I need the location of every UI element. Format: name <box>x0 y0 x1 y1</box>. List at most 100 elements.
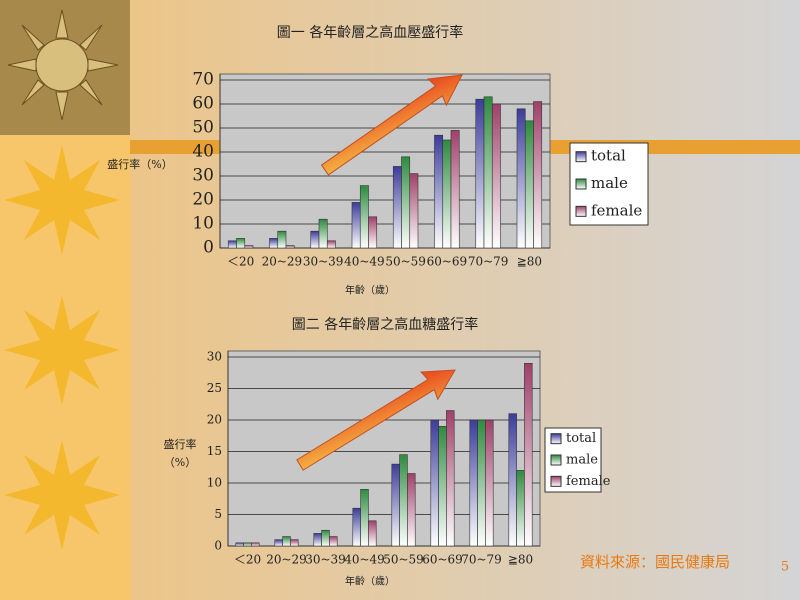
bar <box>483 96 493 249</box>
x-tick-label: 70~79 <box>461 553 502 567</box>
bar <box>318 218 328 249</box>
y-axis-label: （%） <box>164 456 196 469</box>
bar <box>277 230 287 249</box>
x-axis-label: 年齡（歲） <box>345 575 395 588</box>
chart-title: 圖一 各年齡層之高血壓盛行率 <box>277 24 463 41</box>
bar <box>491 103 501 249</box>
legend-label: male <box>566 453 598 468</box>
y-tick-label: 15 <box>207 444 222 458</box>
x-tick-label: ＜20 <box>227 255 254 269</box>
bar <box>235 542 244 547</box>
bar <box>321 529 330 547</box>
bar <box>450 130 460 249</box>
x-tick-label: 60~69 <box>427 255 468 269</box>
x-tick-label: 50~59 <box>383 553 424 567</box>
y-tick-label: 25 <box>207 381 222 395</box>
x-tick-label: 30~39 <box>305 553 346 567</box>
bar <box>368 520 377 547</box>
y-axis-label: 盛行率 <box>164 437 197 451</box>
bar <box>533 101 543 249</box>
legend-swatch <box>575 205 587 217</box>
x-tick-label: ≧80 <box>508 553 533 567</box>
bar <box>368 216 378 249</box>
page-number: 5 <box>781 560 789 575</box>
bar <box>485 419 494 547</box>
sun-decorations <box>4 145 120 550</box>
y-tick-label: 30 <box>192 166 214 186</box>
legend-label: female <box>591 201 642 219</box>
sun-face <box>7 9 119 121</box>
x-tick-label: 40~49 <box>344 255 385 269</box>
bar <box>282 536 291 547</box>
legend-swatch <box>550 454 562 466</box>
bar <box>251 542 260 547</box>
bar <box>360 488 369 547</box>
y-tick-label: 50 <box>192 118 214 138</box>
x-tick-label: 60~69 <box>422 553 463 567</box>
bar <box>475 98 485 249</box>
y-axis-label: 盛行率（%） <box>107 157 172 171</box>
y-tick-label: 40 <box>192 142 214 162</box>
bar <box>244 245 254 249</box>
y-tick-label: 0 <box>203 238 214 258</box>
legend-swatch <box>575 151 587 163</box>
bar <box>269 238 279 249</box>
y-tick-label: 70 <box>192 70 214 90</box>
bar <box>329 536 338 547</box>
bar <box>409 173 419 249</box>
legend-label: male <box>591 174 628 192</box>
bar <box>524 120 534 249</box>
trend-arrow-shape <box>320 74 463 176</box>
x-tick-label: ≧80 <box>517 255 542 269</box>
bar <box>524 362 533 547</box>
x-tick-label: 50~59 <box>385 255 426 269</box>
bar <box>243 542 252 547</box>
bar <box>508 413 517 547</box>
bar <box>434 134 444 249</box>
bar <box>391 463 400 547</box>
y-tick-label: 10 <box>192 214 214 234</box>
bar <box>236 238 246 249</box>
x-tick-label: 20~29 <box>262 255 303 269</box>
legend-label: female <box>566 474 611 489</box>
bar <box>516 108 526 249</box>
bar <box>392 166 402 249</box>
bar <box>516 470 525 547</box>
y-tick-label: 20 <box>192 190 214 210</box>
x-tick-label: 20~29 <box>266 553 307 567</box>
bar <box>442 139 452 249</box>
bar <box>401 156 411 249</box>
bar <box>438 425 447 547</box>
legend-swatch <box>550 433 562 445</box>
bar <box>359 185 369 249</box>
x-tick-label: 30~39 <box>303 255 344 269</box>
bar <box>313 533 322 547</box>
bar <box>310 230 320 249</box>
source: 資料來源：國民健康局 <box>580 553 730 571</box>
y-tick-label: 10 <box>207 476 222 490</box>
bar <box>326 240 336 249</box>
y-tick-label: 20 <box>207 413 222 427</box>
x-tick-label: ＜20 <box>234 553 261 567</box>
trend-arrow <box>320 74 463 176</box>
legend-swatch <box>575 178 587 190</box>
legend-label: total <box>566 431 596 446</box>
bar <box>407 473 416 547</box>
legend-label: total <box>591 147 626 165</box>
chart-title: 圖二 各年齡層之高血糖盛行率 <box>292 316 478 333</box>
y-tick-label: 0 <box>214 539 222 553</box>
bar <box>285 245 295 249</box>
y-tick-label: 60 <box>192 94 214 114</box>
bar <box>477 419 486 547</box>
y-tick-label: 5 <box>214 507 222 521</box>
bar <box>430 419 439 547</box>
x-tick-label: 40~49 <box>344 553 385 567</box>
bar <box>399 454 408 547</box>
bar <box>446 410 455 547</box>
bar <box>227 240 237 249</box>
y-tick-label: 30 <box>207 350 222 364</box>
trend-arrow-shape <box>296 369 456 471</box>
bar <box>352 507 361 547</box>
bar <box>351 202 361 249</box>
